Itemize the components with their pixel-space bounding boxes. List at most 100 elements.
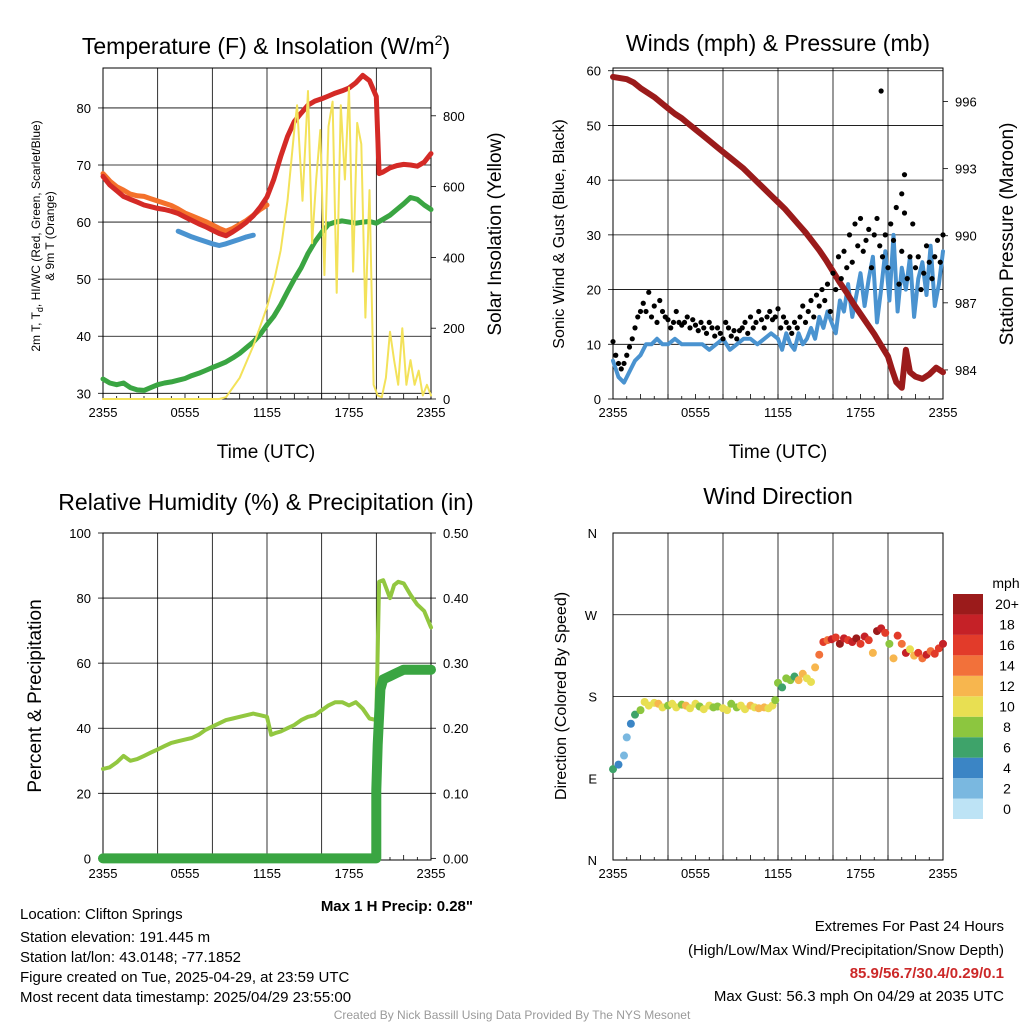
x-tick-label: 0555 — [681, 405, 710, 420]
gust-point — [673, 308, 679, 315]
gust-point — [855, 243, 861, 249]
gust-point — [802, 319, 809, 326]
gust-point — [632, 325, 638, 331]
direction-point — [897, 639, 906, 648]
y-tick-label: 80 — [77, 591, 91, 606]
pressure-line — [610, 73, 946, 391]
gust-point — [659, 308, 666, 315]
gust-point — [648, 314, 655, 320]
colorbar-swatch — [953, 594, 983, 615]
y-tick-label: 40 — [587, 173, 601, 188]
colorbar-swatch — [953, 798, 983, 819]
gust-point — [728, 333, 734, 339]
gust-point — [764, 314, 770, 320]
gust-point — [712, 333, 718, 339]
x-tick-label: 1155 — [253, 866, 281, 881]
gust-point — [734, 336, 740, 342]
extremes-title: Extremes For Past 24 Hours — [814, 918, 1004, 935]
gust-point — [775, 306, 781, 312]
gust-point — [681, 319, 688, 326]
x-tick-label: 0555 — [171, 866, 200, 881]
humidity-ylabel: Percent & Precipitation — [25, 599, 46, 792]
gust-point — [926, 259, 932, 265]
gust-point — [690, 317, 696, 323]
colorbar-label: 6 — [1003, 739, 1011, 755]
gust-point — [794, 325, 800, 331]
direction-point — [686, 704, 694, 713]
gust-point — [901, 172, 908, 178]
direction-ylabel: Direction (Colored By Speed) — [553, 592, 570, 800]
gust-point — [797, 314, 803, 320]
y-tick-label: E — [588, 771, 597, 786]
gust-point — [758, 317, 765, 323]
x-tick-label: 1155 — [253, 405, 281, 420]
x-tick-label: 1155 — [764, 405, 792, 420]
gust-point — [907, 254, 913, 260]
winds-title: Winds (mph) & Pressure (mb) — [626, 30, 930, 56]
gust-point — [888, 221, 894, 227]
gust-point — [857, 215, 864, 222]
gust-point — [833, 286, 839, 293]
y-tick-label: 0 — [594, 392, 601, 407]
direction-point — [914, 648, 923, 657]
wind-direction-panel: Wind Direction Direction (Colored By Spe… — [553, 483, 1020, 881]
colorbar-swatch — [953, 737, 983, 758]
gust-point — [615, 360, 622, 367]
gust-point — [885, 265, 891, 271]
colorbar-swatch — [953, 778, 983, 799]
gust-point — [912, 265, 919, 271]
colorbar-label: 0 — [1003, 801, 1011, 817]
colorbar-label: 14 — [999, 658, 1015, 674]
y-tick-label: 0 — [84, 851, 91, 866]
gust-point — [805, 308, 811, 315]
direction-point — [939, 639, 947, 648]
gust-point — [626, 344, 633, 350]
gust-point — [786, 325, 792, 331]
direction-point — [852, 634, 861, 643]
gust-point — [657, 297, 663, 304]
gust-point — [665, 317, 671, 323]
y-tick-label: 20 — [587, 283, 601, 298]
y-tick-label: 60 — [587, 64, 601, 79]
temperature-xlabel: Time (UTC) — [217, 442, 316, 463]
gust-point — [646, 289, 652, 295]
gust-point — [878, 88, 884, 94]
colorbar-label: 10 — [999, 699, 1015, 715]
direction-point — [889, 654, 898, 663]
rh-line — [101, 578, 433, 771]
gust-point — [904, 276, 910, 282]
winds-xlabel: Time (UTC) — [729, 442, 828, 463]
y2-tick-label: 0.10 — [443, 786, 468, 801]
y-tick-label: 80 — [77, 101, 91, 116]
gust-point — [687, 325, 693, 331]
y-tick-label: 40 — [77, 329, 91, 344]
gust-point — [882, 232, 888, 238]
y-tick-label: 50 — [77, 272, 91, 287]
gust-point — [863, 237, 869, 243]
gust-point — [621, 360, 627, 367]
colorbar-title: mph — [992, 575, 1019, 591]
x-tick-label: 2355 — [417, 866, 446, 881]
direction-point — [620, 751, 628, 760]
gust-point — [725, 325, 732, 331]
gust-point — [692, 322, 699, 328]
extremes-values: 85.9/56.7/30.4/0.29/0.1 — [849, 965, 1004, 982]
direction-point — [930, 649, 939, 658]
gust-point — [720, 336, 726, 342]
gust-point — [937, 259, 943, 265]
y-tick-label: 40 — [77, 721, 91, 736]
x-tick-label: 2355 — [599, 405, 628, 420]
temperature-title: Temperature (F) & Insolation (W/m2) — [82, 32, 450, 59]
gust-point — [610, 338, 616, 345]
direction-point — [835, 639, 844, 648]
colorbar-swatch — [953, 655, 983, 676]
gust-point — [643, 308, 649, 315]
gust-point — [923, 243, 930, 249]
x-tick-label: 1155 — [764, 866, 792, 881]
x-tick-label: 2355 — [89, 405, 118, 420]
precip-line — [98, 664, 436, 864]
y2-tick-label: 200 — [443, 321, 465, 336]
colorbar-label: 18 — [999, 617, 1015, 633]
gust-point — [896, 281, 902, 287]
gust-point — [827, 308, 833, 315]
